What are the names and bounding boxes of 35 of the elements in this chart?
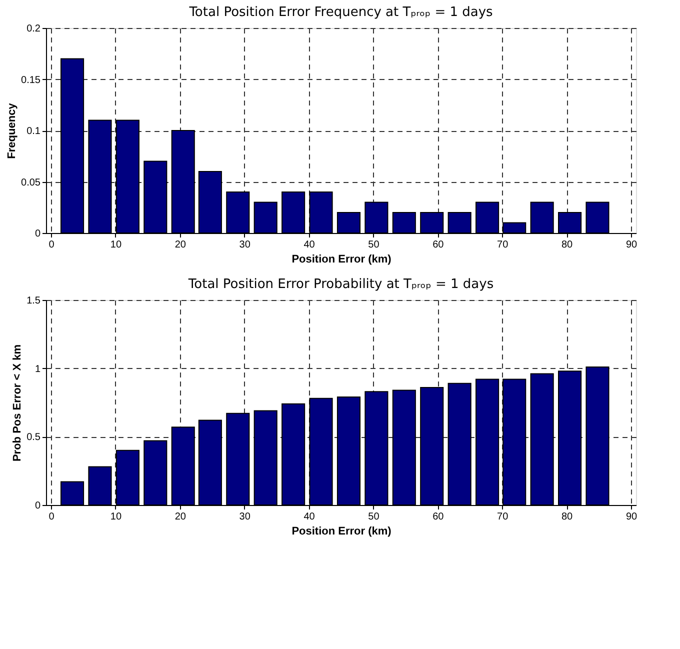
x-tick-label: 50 (368, 240, 380, 250)
y-tick-label: 0 (34, 500, 41, 512)
x-tick-label: 90 (626, 512, 638, 522)
x-axis-title: Position Error (km) (292, 526, 392, 538)
x-tick-label: 70 (497, 512, 509, 522)
y-axis-title: Frequency (6, 102, 18, 159)
x-tick-label: 80 (561, 240, 574, 250)
y-tick-label: 0 (34, 228, 41, 240)
x-tick-label: 30 (239, 512, 251, 522)
x-axis-title: Position Error (km) (292, 254, 392, 266)
y-tick-label: 0.05 (21, 177, 41, 188)
y-tick-label: 0.5 (26, 432, 41, 444)
x-tick-label: 20 (174, 512, 186, 522)
y-tick-label: 0.2 (26, 24, 41, 34)
x-tick-label: 0 (48, 240, 55, 250)
x-tick-label: 20 (174, 240, 186, 250)
chart-title: Total Position Error Frequency at Tₚᵣₒₚ = 1 days (188, 5, 494, 20)
x-tick-label: 10 (110, 240, 122, 250)
y-tick-label: 0.1 (26, 126, 41, 137)
x-tick-label: 60 (432, 240, 444, 250)
x-tick-label: 50 (368, 512, 380, 522)
x-tick-label: 40 (304, 240, 316, 250)
x-tick-label: 40 (304, 512, 316, 522)
x-tick-label: 80 (561, 512, 574, 522)
x-tick-label: 60 (432, 512, 444, 522)
x-tick-label: 70 (497, 240, 509, 250)
y-tick-label: 1.5 (26, 296, 41, 306)
x-tick-label: 90 (626, 240, 638, 250)
x-tick-label: 30 (239, 240, 251, 250)
y-tick-label: 1 (34, 364, 41, 375)
x-tick-label: 0 (48, 512, 55, 522)
chart-title: Total Position Error Probability at Tₚᵣₒₚ = 1 days (187, 277, 494, 292)
x-tick-label: 10 (110, 512, 122, 522)
y-tick-label: 0.15 (21, 74, 41, 86)
y-axis-title: Prob Pos Error < X km (12, 344, 24, 462)
